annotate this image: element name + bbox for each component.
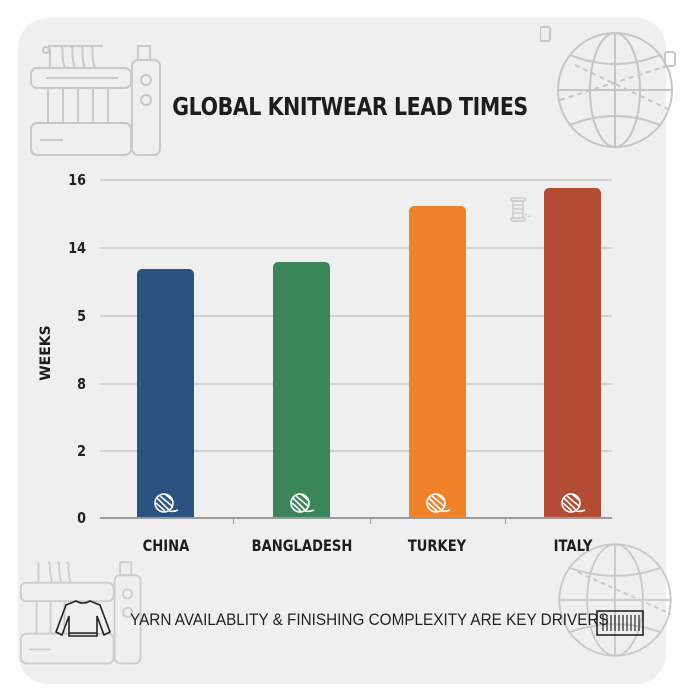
shipping-container-icon bbox=[596, 610, 644, 636]
y-tick: 2 bbox=[77, 442, 86, 460]
x-tick bbox=[505, 518, 506, 524]
yarn-ball-icon bbox=[290, 493, 315, 513]
y-tick: 5 bbox=[77, 307, 86, 325]
x-tick bbox=[370, 518, 371, 524]
knitting-machine-icon bbox=[19, 561, 142, 665]
yarn-ball-icon bbox=[154, 493, 179, 513]
x-label-china: CHINA bbox=[142, 536, 190, 555]
chart-title: GLOBAL KNITWEAR LEAD TIMES bbox=[172, 92, 528, 121]
yarn-ball-icon bbox=[426, 493, 451, 513]
gridline bbox=[100, 383, 612, 385]
globe-icon bbox=[540, 26, 676, 148]
knitting-machine-icon bbox=[30, 45, 161, 156]
yarn-ball-icon bbox=[561, 493, 586, 513]
x-tick bbox=[233, 518, 234, 524]
gridline bbox=[100, 179, 612, 181]
y-tick: 8 bbox=[77, 375, 86, 393]
gridline bbox=[100, 450, 612, 452]
gridline bbox=[100, 315, 612, 317]
bar-bangladesh[interactable] bbox=[273, 262, 330, 518]
x-axis-line bbox=[100, 517, 612, 519]
y-tick: 16 bbox=[68, 171, 86, 189]
thread-spool-icon bbox=[510, 197, 532, 222]
bar-china[interactable] bbox=[137, 269, 194, 518]
x-label-turkey: TURKEY bbox=[407, 536, 467, 555]
y-tick: 14 bbox=[68, 239, 86, 257]
y-tick: 0 bbox=[77, 509, 86, 527]
x-label-bangladesh: BANGLADESH bbox=[251, 536, 353, 555]
y-axis-label: WEEKS bbox=[38, 325, 54, 381]
gridline bbox=[100, 247, 612, 249]
bar-italy[interactable] bbox=[544, 188, 601, 518]
x-label-italy: ITALY bbox=[553, 536, 593, 555]
footer-note: YARN AVAILABLITY & FINISHING COMPLEXITY … bbox=[130, 610, 609, 629]
sweater-icon bbox=[55, 600, 111, 637]
bar-turkey[interactable] bbox=[409, 206, 466, 518]
